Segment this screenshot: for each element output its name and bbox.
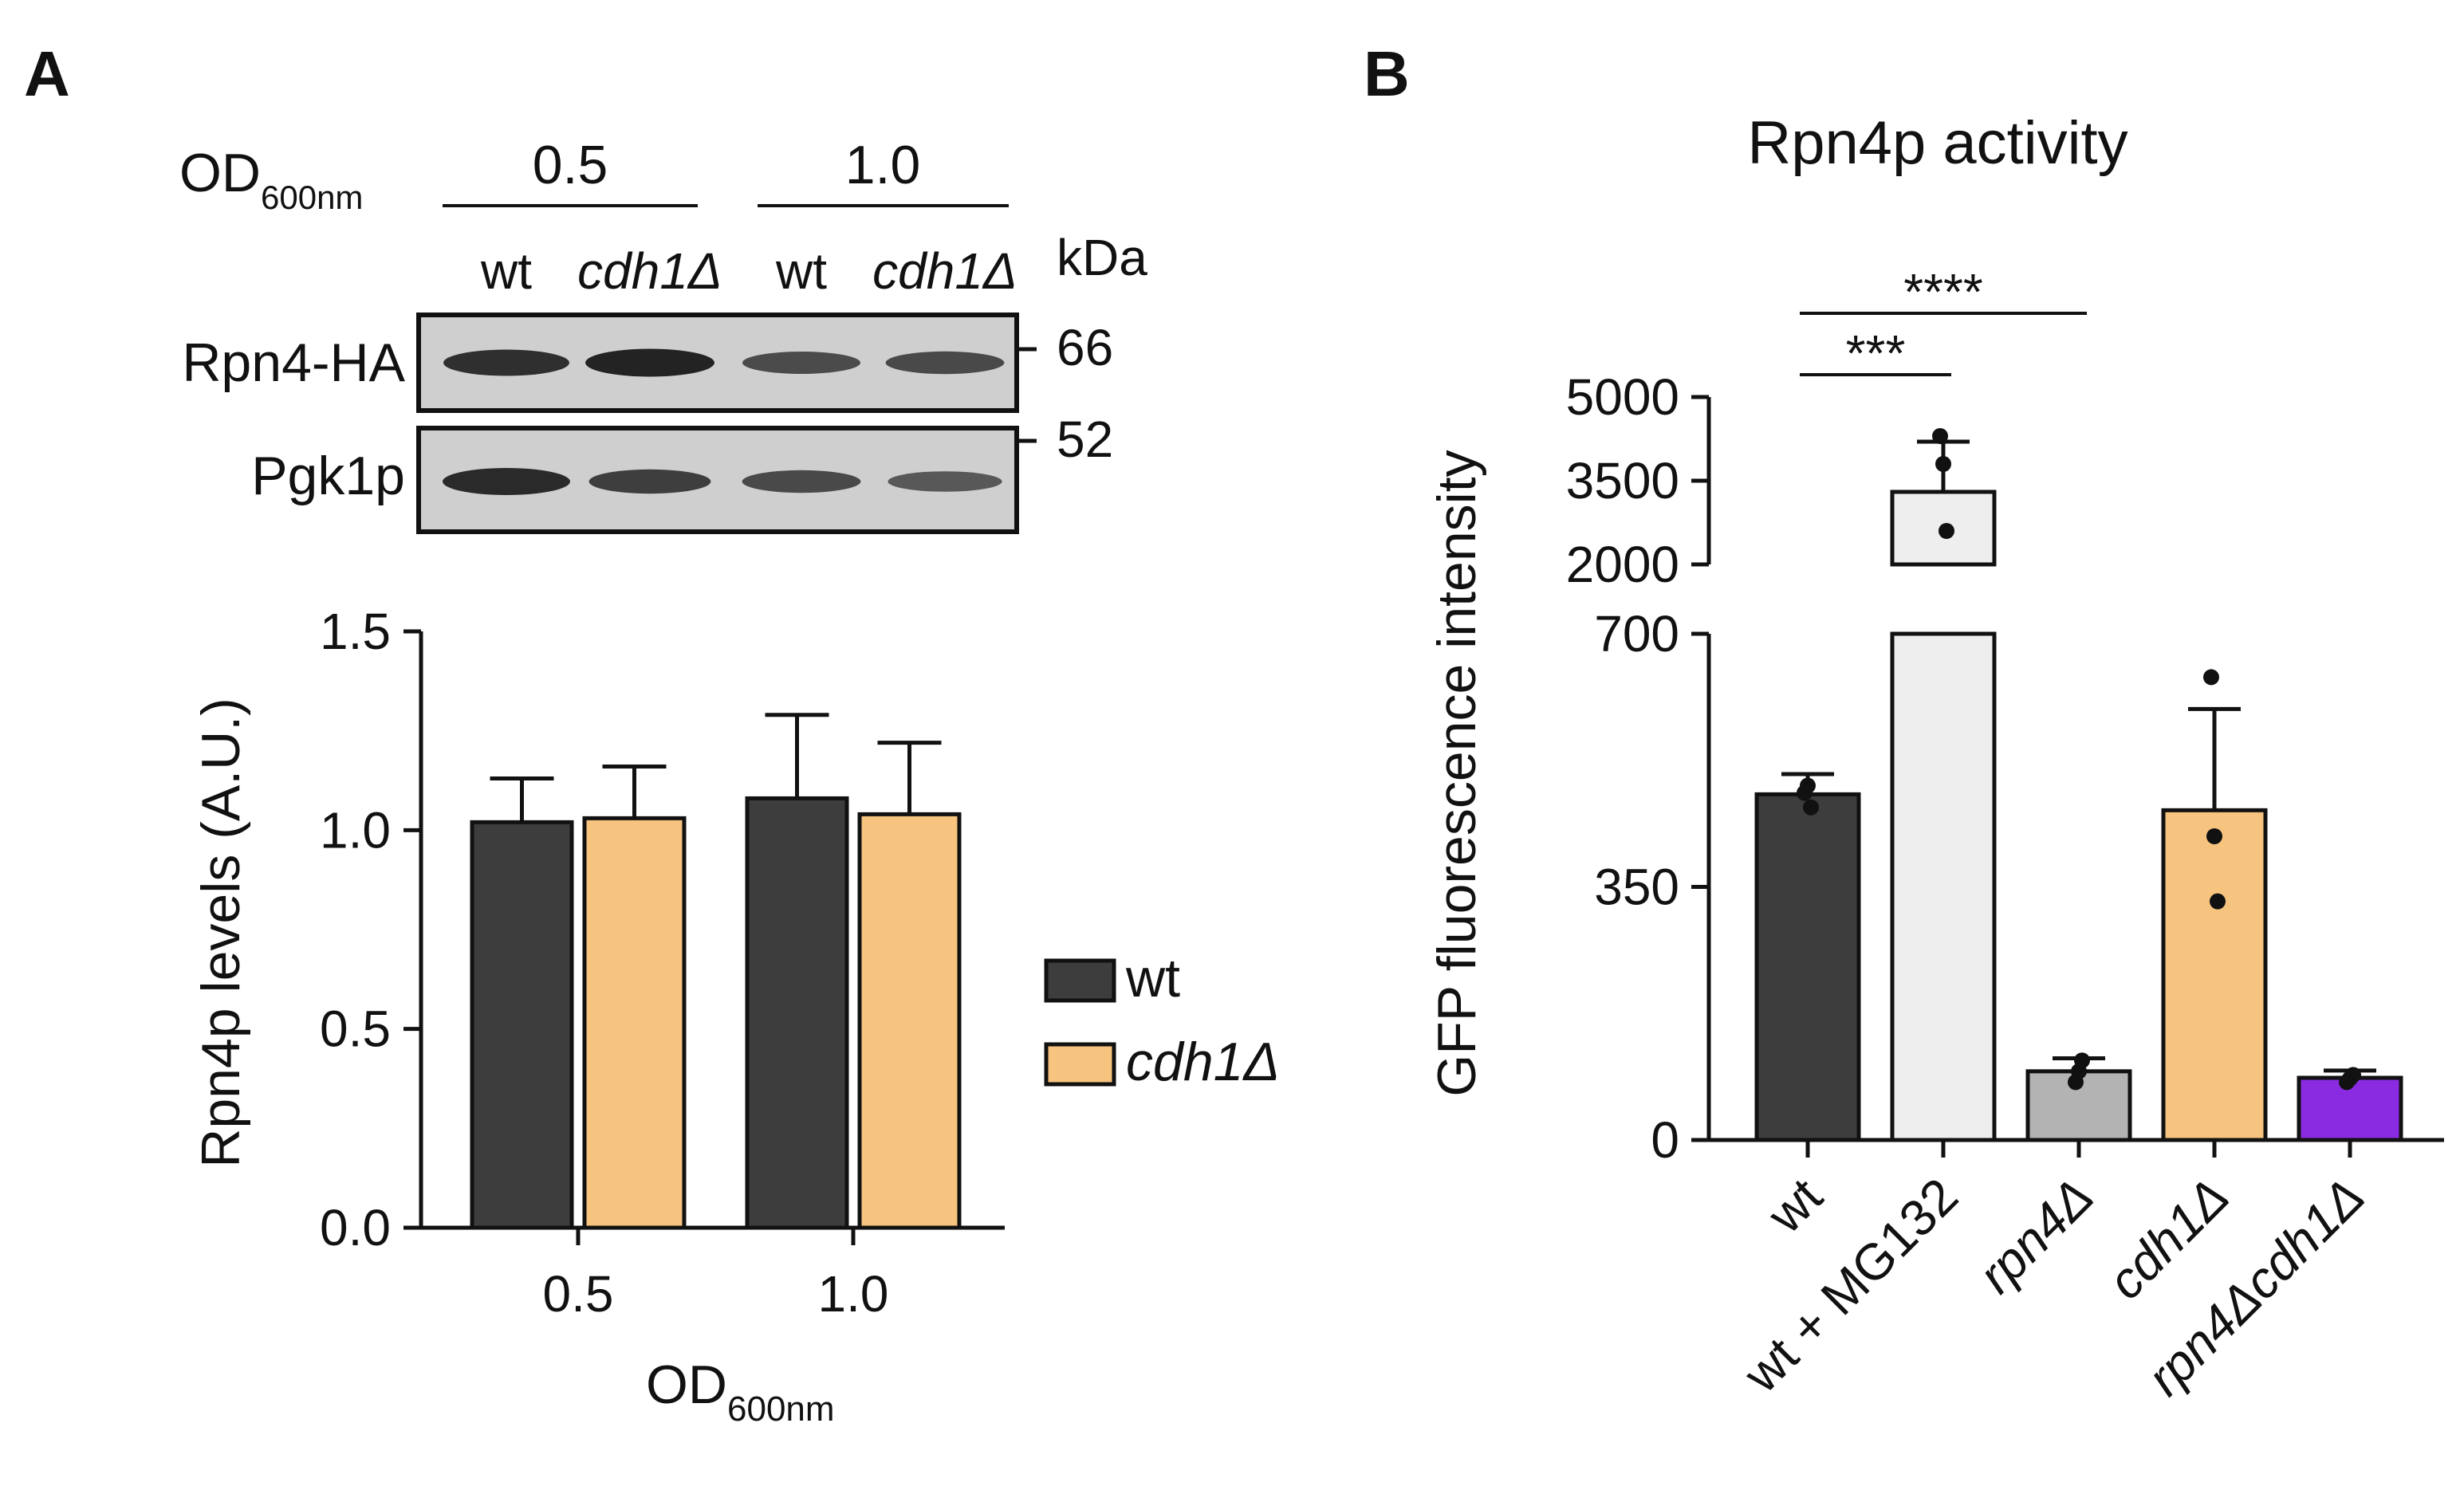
blot-marker-1: 52 — [1057, 411, 1113, 468]
chart-b-bar — [1890, 631, 1997, 1142]
chart-b-x-tick-label: rpn4Δ — [1967, 1167, 2104, 1304]
chart-a-xlabel: OD600nm — [646, 1354, 835, 1429]
chart-b-bars — [1754, 428, 2403, 1142]
chart-a-y-tick-label: 1.0 — [320, 801, 391, 859]
blot-band — [443, 468, 570, 495]
western-blot: OD600nm 0.5 1.0 wt cdh1Δ wt cdh1Δ kDa Rp… — [179, 135, 1147, 534]
chart-a-legend-label: cdh1Δ — [1126, 1032, 1280, 1092]
chart-b-significance-label: *** — [1846, 324, 1906, 382]
blot-od-subscript: 600nm — [261, 179, 363, 216]
chart-b-bar — [1754, 792, 1861, 1142]
chart-b-data-point — [2203, 669, 2219, 686]
chart-b-y-tick-label: 700 — [1594, 605, 1679, 662]
chart-a-bar — [857, 812, 962, 1230]
chart-b-y-tick-label: 0 — [1651, 1111, 1679, 1169]
blot-band — [742, 470, 861, 493]
chart-a: 0.00.51.01.5 0.5 1.0 Rpn4p levels (A.U.) … — [191, 603, 1280, 1429]
chart-b-data-point — [1939, 523, 1954, 539]
chart-b-ylabel: GFP fluorescence intensity — [1427, 450, 1487, 1096]
chart-a-ylabel: Rpn4p levels (A.U.) — [191, 698, 251, 1168]
blot-group-label-1: 1.0 — [845, 135, 921, 195]
chart-a-y-tick-label: 0.0 — [320, 1199, 391, 1256]
chart-a-y-tick-label: 0.5 — [320, 1000, 391, 1058]
chart-b-data-point — [1800, 777, 1816, 794]
blot-band — [588, 469, 711, 494]
chart-b-y-tick-label: 2000 — [1566, 536, 1679, 593]
chart-b-significance: ******* — [1800, 263, 2087, 382]
chart-b-x-tick-label: wt — [1756, 1167, 1833, 1244]
blot-band — [888, 471, 1002, 492]
chart-a-legend: wt cdh1Δ — [1044, 948, 1280, 1092]
chart-b-title: Rpn4p activity — [1747, 109, 2127, 177]
chart-a-bars — [470, 713, 962, 1230]
chart-a-bar — [745, 796, 849, 1230]
chart-a-x-tick-label: 0.5 — [543, 1265, 614, 1323]
chart-b-data-point — [1932, 428, 1948, 444]
chart-a-y-ticks: 0.0 0.5 1.0 1.5 — [320, 603, 421, 1256]
blot-band — [742, 352, 860, 374]
chart-a-xlabel-text: OD — [646, 1354, 727, 1415]
chart-b-data-point — [2210, 893, 2226, 910]
chart-b-y-ticks: 0 350 700 2000 3500 5000 — [1566, 368, 1709, 1169]
blot-lane-label-0: wt — [480, 242, 532, 300]
panel-label-a: A — [24, 38, 70, 109]
blot-row-label-1: Pgk1p — [251, 446, 405, 506]
blot-od-label: OD600nm — [179, 143, 363, 216]
chart-a-y-tick-label: 1.5 — [320, 603, 391, 660]
blot-lane-label-3: cdh1Δ — [872, 242, 1017, 300]
chart-a-xlabel-subscript: 600nm — [727, 1390, 835, 1429]
chart-a-x-ticks: 0.5 1.0 — [543, 1228, 889, 1323]
blot-bands — [443, 348, 1005, 495]
chart-b-data-point — [2074, 1052, 2090, 1069]
blot-lane-label-1: cdh1Δ — [577, 242, 722, 300]
chart-a-legend-label: wt — [1125, 948, 1180, 1008]
chart-b-y-tick-label: 3500 — [1566, 452, 1679, 509]
chart-b: Rpn4p activity 0 350 700 2000 3500 5000 *****… — [1427, 109, 2444, 1406]
chart-a-legend-swatch — [1044, 1042, 1116, 1087]
chart-b-data-point — [2206, 828, 2222, 844]
chart-b-bar — [2161, 808, 2268, 1142]
blot-group-label-0: 0.5 — [533, 135, 608, 195]
panel-label-b: B — [1364, 38, 1410, 109]
blot-marker-0: 66 — [1057, 319, 1113, 376]
chart-b-significance-label: **** — [1903, 263, 1983, 320]
chart-b-data-point — [2345, 1067, 2361, 1083]
chart-a-bar — [470, 820, 574, 1230]
chart-b-y-tick-label: 5000 — [1566, 368, 1679, 426]
chart-a-bar — [582, 816, 687, 1230]
blot-band — [885, 351, 1005, 375]
blot-od-text: OD — [179, 143, 261, 203]
chart-a-legend-swatch — [1044, 958, 1116, 1003]
blot-band — [585, 348, 714, 377]
chart-b-data-point — [1935, 456, 1951, 472]
blot-row-label-0: Rpn4-HA — [182, 332, 405, 393]
chart-b-data-point — [1803, 799, 1819, 816]
blot-kda-label: kDa — [1057, 229, 1147, 286]
blot-lane-label-2: wt — [775, 242, 827, 300]
blot-band — [443, 349, 569, 376]
chart-b-y-tick-label: 350 — [1594, 859, 1679, 916]
chart-a-x-tick-label: 1.0 — [818, 1265, 889, 1323]
